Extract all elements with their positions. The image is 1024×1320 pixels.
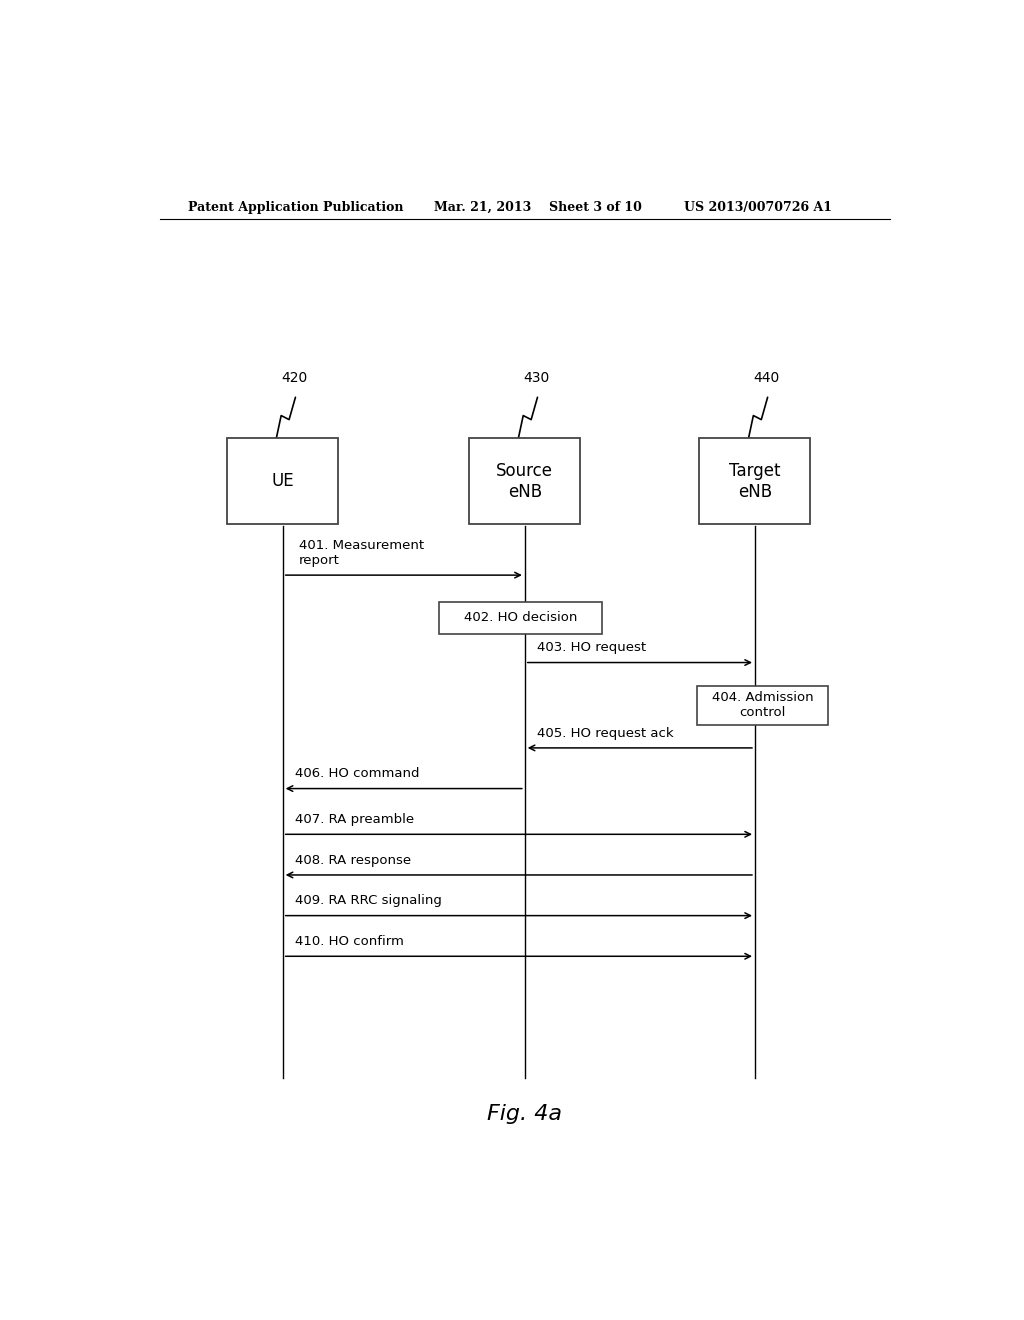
Text: 409. RA RRC signaling: 409. RA RRC signaling <box>295 895 441 907</box>
Text: 407. RA preamble: 407. RA preamble <box>295 813 414 826</box>
FancyBboxPatch shape <box>439 602 602 634</box>
Text: Patent Application Publication: Patent Application Publication <box>187 201 403 214</box>
Text: 408. RA response: 408. RA response <box>295 854 411 867</box>
Text: 440: 440 <box>754 371 780 385</box>
FancyBboxPatch shape <box>697 686 828 725</box>
Text: 403. HO request: 403. HO request <box>537 642 646 655</box>
FancyBboxPatch shape <box>469 438 581 524</box>
Text: Sheet 3 of 10: Sheet 3 of 10 <box>549 201 641 214</box>
Text: Mar. 21, 2013: Mar. 21, 2013 <box>433 201 530 214</box>
Text: 402. HO decision: 402. HO decision <box>464 611 578 624</box>
Text: 430: 430 <box>523 371 550 385</box>
Text: 410. HO confirm: 410. HO confirm <box>295 935 403 948</box>
Text: UE: UE <box>271 473 294 490</box>
Text: Source
eNB: Source eNB <box>497 462 553 500</box>
Text: 420: 420 <box>282 371 308 385</box>
Text: 406. HO command: 406. HO command <box>295 767 419 780</box>
Text: 404. Admission
control: 404. Admission control <box>712 692 814 719</box>
Text: 405. HO request ack: 405. HO request ack <box>537 727 674 739</box>
FancyBboxPatch shape <box>699 438 811 524</box>
FancyBboxPatch shape <box>227 438 338 524</box>
Text: 401. Measurement
report: 401. Measurement report <box>299 539 424 568</box>
Text: Target
eNB: Target eNB <box>729 462 780 500</box>
Text: Fig. 4a: Fig. 4a <box>487 1104 562 1123</box>
Text: US 2013/0070726 A1: US 2013/0070726 A1 <box>684 201 831 214</box>
